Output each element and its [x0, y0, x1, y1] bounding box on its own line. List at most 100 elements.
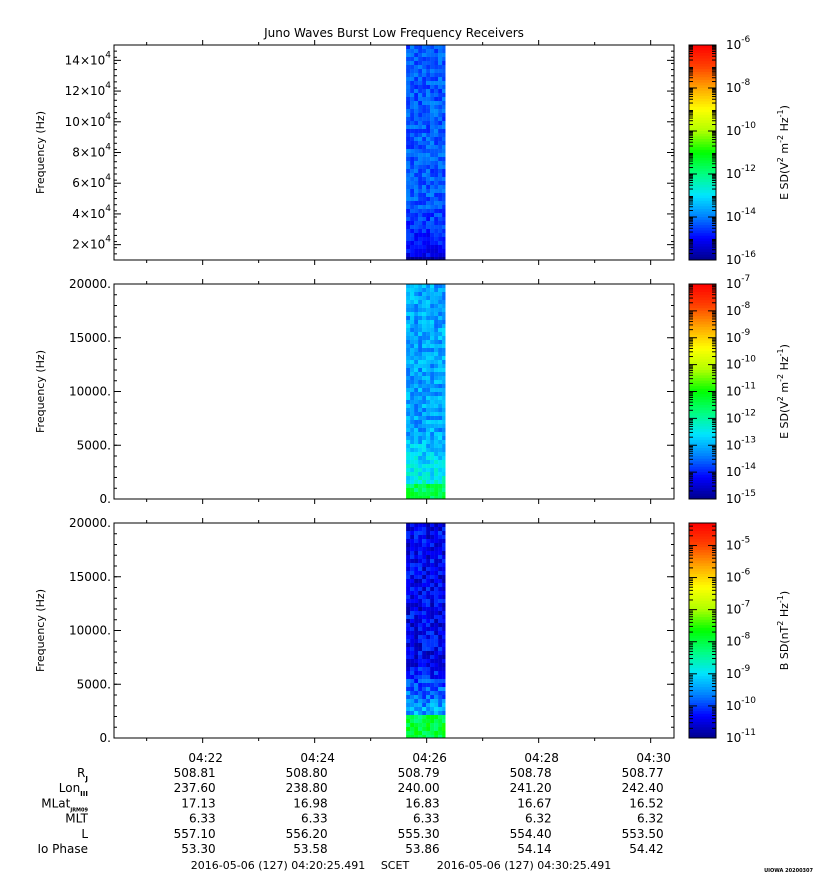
colorbar-label: B SD(nT2 Hz-1)	[776, 591, 791, 670]
colorbar: 10-6 10-8 10-10 10-12 10-14 10-16 E SD(V2 m-2 …	[688, 35, 791, 267]
ephemeris-value: 237.60	[174, 781, 216, 795]
ephemeris-value: 240.00	[398, 781, 440, 795]
y-tick-label: 5000.	[77, 677, 111, 691]
colorbar-tick-label: 10-11	[726, 728, 756, 745]
ephemeris-value: 508.78	[510, 766, 552, 780]
panel-3: 0. 5000. 10000. 15000. 20000. Frequency (Hz) 1…	[34, 516, 791, 745]
time-tick-label: 04:28	[524, 751, 559, 765]
spectrogram-block	[406, 284, 446, 500]
colorbar-tick-label: 10-9	[726, 664, 751, 681]
colorbar-tick-label: 10-6	[726, 35, 751, 52]
colorbar-tick-label: 10-7	[726, 274, 750, 291]
colorbar-tick-label: 10-13	[726, 435, 756, 452]
ephemeris-value: 54.14	[517, 842, 551, 856]
y-tick-label: 4×104	[72, 204, 111, 221]
ephemeris-value: 508.80	[286, 766, 328, 780]
ephemeris-value: 53.30	[181, 842, 215, 856]
footer-credit: UIOWA 20200307	[764, 868, 813, 874]
ephemeris-value: 17.13	[181, 796, 215, 810]
colorbar-tick-label: 10-5	[726, 535, 750, 552]
ephemeris-row-label: LonIII	[59, 781, 88, 798]
colorbar-tick-label: 10-8	[726, 78, 751, 95]
colorbar-tick-label: 10-10	[726, 121, 756, 138]
y-axis-label: Frequency (Hz)	[34, 589, 47, 672]
colorbar-label: E SD(V2 m-2 Hz-1)	[776, 344, 791, 439]
ephemeris-value: 556.20	[286, 827, 328, 841]
y-tick-label: 5000.	[77, 438, 111, 452]
ephemeris-value: 508.81	[174, 766, 216, 780]
y-tick-label: 2×104	[72, 235, 111, 252]
footer-end-time: 2016-05-06 (127) 04:30:25.491	[437, 859, 611, 872]
ephemeris-value: 6.32	[637, 812, 664, 826]
ephemeris-value: 508.79	[398, 766, 440, 780]
ephemeris-value: 6.33	[413, 812, 440, 826]
y-tick-label: 20000.	[69, 516, 111, 530]
y-axis-label: Frequency (Hz)	[34, 350, 47, 433]
panels: 2×104 4×104 6×104 8×104 10×104 12×104 14×104 Fr…	[34, 35, 791, 745]
colorbar-tick-label: 10-6	[726, 568, 751, 585]
ephemeris-value: 553.50	[622, 827, 664, 841]
plot-frame	[113, 522, 675, 739]
time-tick-label: 04:22	[188, 751, 223, 765]
y-tick-label: 15000.	[69, 570, 111, 584]
colorbar-tick-label: 10-14	[726, 207, 756, 224]
colorbar-tick-label: 10-16	[726, 250, 756, 267]
ephemeris-value: 54.42	[629, 842, 663, 856]
colorbar-frame	[688, 44, 717, 261]
ephemeris-value: 6.32	[525, 812, 552, 826]
colorbar-tick-label: 10-12	[726, 164, 756, 181]
time-tick-label: 04:24	[300, 751, 335, 765]
time-tick-label: 04:30	[636, 751, 671, 765]
ephemeris-value: 508.77	[622, 766, 664, 780]
ephemeris-row-label: Io Phase	[37, 842, 88, 856]
ephemeris-row-label: MLatJRM09	[41, 796, 88, 813]
footer-axis-name: SCET	[381, 859, 410, 872]
y-tick-label: 10000.	[69, 624, 111, 638]
ephemeris-value: 16.98	[293, 796, 327, 810]
ephemeris-value: 16.67	[517, 796, 551, 810]
time-tick-label: 04:26	[412, 751, 447, 765]
y-tick-label: 15000.	[69, 331, 111, 345]
ephemeris-value: 53.58	[293, 842, 327, 856]
y-tick-label: 0.	[100, 731, 111, 745]
colorbar-tick-label: 10-10	[726, 355, 756, 372]
colorbar-tick-label: 10-15	[726, 489, 756, 506]
colorbar-label: E SD(V2 m-2 Hz-1)	[776, 105, 791, 200]
colorbar-tick-label: 10-14	[726, 462, 756, 479]
colorbar-tick-label: 10-8	[726, 301, 751, 318]
figure-title: Juno Waves Burst Low Frequency Receivers	[263, 26, 524, 40]
y-tick-label: 8×104	[72, 143, 111, 160]
ephemeris-value: 6.33	[301, 812, 328, 826]
colorbar-tick-label: 10-11	[726, 382, 756, 399]
plot-frame	[113, 44, 675, 261]
ephemeris-value: 238.80	[286, 781, 328, 795]
y-tick-label: 10×104	[65, 112, 112, 129]
y-tick-label: 10000.	[69, 385, 111, 399]
ephemeris-row-label: RJ	[77, 766, 88, 783]
colorbar: 10-7 10-8 10-9 10-10 10-11 10-12 10-13 10-14 10-…	[688, 274, 791, 506]
ephemeris-value: 241.20	[510, 781, 552, 795]
colorbar-tick-label: 10-10	[726, 696, 756, 713]
ephemeris-row-label: L	[81, 827, 88, 841]
footer-start-time: 2016-05-06 (127) 04:20:25.491	[191, 859, 365, 872]
y-axis-label: Frequency (Hz)	[34, 111, 47, 194]
ephemeris-value: 242.40	[622, 781, 664, 795]
ephemeris-value: 554.40	[510, 827, 552, 841]
ephemeris-row-label: MLT	[65, 812, 88, 826]
y-tick-label: 6×104	[72, 173, 111, 190]
panel-2: 0. 5000. 10000. 15000. 20000. Frequency (Hz) 1…	[34, 274, 791, 506]
colorbar-frame	[688, 522, 717, 739]
spectrogram-block	[406, 45, 446, 261]
ephemeris-table: 04:22 04:24 04:26 04:28 04:30 RJ 508.81 508.80 5…	[37, 751, 670, 856]
ephemeris-value: 557.10	[174, 827, 216, 841]
y-tick-label: 14×104	[65, 50, 112, 67]
plot-frame	[113, 283, 675, 500]
colorbar-tick-label: 10-12	[726, 408, 756, 425]
ephemeris-value: 53.86	[405, 842, 439, 856]
ephemeris-value: 16.83	[405, 796, 439, 810]
y-tick-label: 0.	[100, 492, 111, 506]
y-tick-label: 20000.	[69, 277, 111, 291]
colorbar-tick-label: 10-7	[726, 600, 750, 617]
spectrogram-block	[406, 523, 446, 739]
